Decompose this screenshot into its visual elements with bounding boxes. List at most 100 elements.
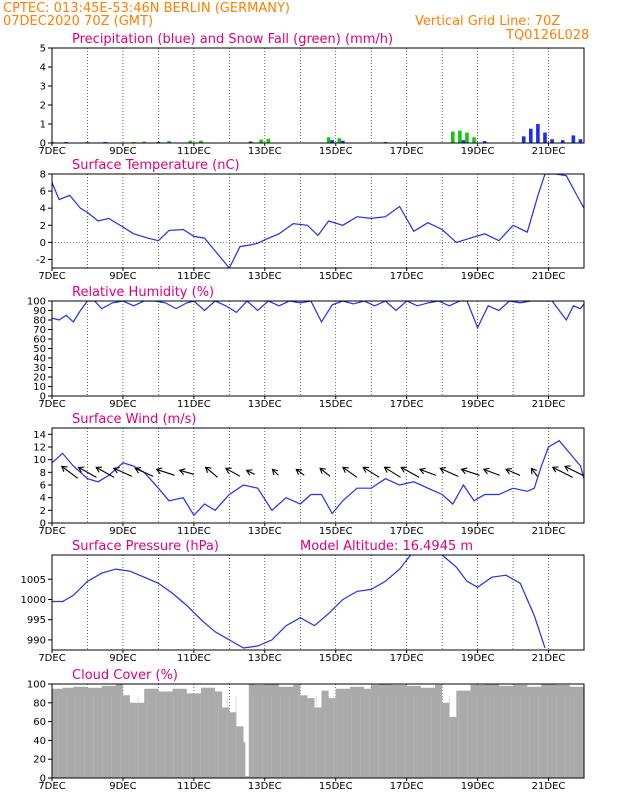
bar-snow-fall	[337, 138, 342, 143]
bar-precipitation	[521, 136, 526, 143]
x-tick-label: 11DEC	[177, 526, 211, 537]
x-tick-label: 7DEC	[38, 526, 65, 537]
wind-arrow-head	[271, 468, 279, 476]
x-tick-label: 13DEC	[248, 271, 282, 282]
x-tick-label: 19DEC	[461, 146, 495, 157]
x-tick-label: 15DEC	[319, 526, 353, 537]
wind-arrow	[61, 465, 79, 479]
x-tick-label: 19DEC	[461, 653, 495, 664]
header: CPTEC: 013:45E-53:46N BERLIN (GERMANY) 0…	[3, 1, 589, 43]
wind-arrow-head	[551, 466, 559, 473]
panels: Precipitation (blue) and Snow Fall (gree…	[21, 32, 585, 792]
bar-precipitation	[461, 140, 466, 143]
wind-arrow	[179, 469, 194, 475]
x-tick-label: 11DEC	[177, 781, 211, 792]
wind-arrow	[461, 468, 480, 476]
y-tick-label: 90	[33, 306, 46, 317]
x-tick-label: 21DEC	[532, 399, 566, 410]
bar-precipitation	[543, 132, 547, 143]
series-line-pres	[52, 555, 546, 649]
x-tick-label: 17DEC	[390, 653, 424, 664]
y-tick-label: 10	[33, 382, 46, 393]
y-tick-label: 100	[27, 297, 46, 308]
bar-snow-fall	[167, 141, 171, 143]
bar-precipitation	[529, 128, 533, 143]
wind-arrow-head	[362, 466, 370, 473]
y-tick-label: 1000	[21, 595, 46, 606]
y-tick-label: 60	[33, 717, 46, 728]
y-tick-label: 30	[33, 363, 46, 374]
panel-title-rh: Relative Humidity (%)	[72, 285, 214, 300]
wind-arrow-head	[204, 466, 212, 474]
wind-arrow	[530, 468, 538, 477]
panel-rh: Relative Humidity (%) 0102030405060708090…	[27, 285, 585, 410]
wind-arrow-head	[400, 466, 408, 473]
wind-arrow	[156, 468, 175, 476]
panel-frame-precip	[51, 47, 585, 144]
y-tick-label: -2	[36, 255, 46, 266]
y-tick-label: 6	[40, 187, 46, 198]
x-tick-label: 9DEC	[109, 271, 136, 282]
wind-arrow-head	[134, 467, 142, 474]
series-line-temp	[52, 174, 584, 268]
header-location: CPTEC: 013:45E-53:46N BERLIN (GERMANY)	[3, 1, 290, 16]
panel-title-precip: Precipitation (blue) and Snow Fall (gree…	[72, 32, 393, 47]
x-tick-label: 11DEC	[177, 399, 211, 410]
x-tick-label: 17DEC	[390, 399, 424, 410]
wind-arrow-head	[295, 468, 303, 475]
bar-precipitation	[482, 141, 487, 143]
panel-title-pres: Surface Pressure (hPa)	[72, 539, 219, 554]
x-tick-label: 11DEC	[177, 653, 211, 664]
x-tick-label: 13DEC	[248, 399, 282, 410]
y-tick-label: 8	[40, 468, 46, 479]
wind-arrow	[564, 465, 584, 477]
y-tick-label: 2	[40, 506, 46, 517]
x-tick-label: 13DEC	[248, 653, 282, 664]
panel-frame-pres	[51, 554, 585, 651]
wind-arrow-head	[530, 467, 537, 475]
y-tick-label: 100	[27, 680, 46, 691]
x-tick-label: 13DEC	[248, 526, 282, 537]
x-tick-label: 15DEC	[319, 271, 353, 282]
header-grid-line-note: Vertical Grid Line: 70Z	[415, 14, 560, 29]
wind-arrow	[113, 467, 133, 477]
x-tick-label: 19DEC	[461, 526, 495, 537]
header-model-id: TQ0126L028	[505, 28, 589, 43]
cloud-cover-area	[52, 684, 584, 778]
y-tick-label: 995	[27, 615, 46, 626]
wind-arrow	[205, 466, 218, 478]
wind-arrow	[272, 468, 279, 476]
bar-precipitation	[550, 139, 554, 143]
x-tick-label: 19DEC	[461, 781, 495, 792]
y-tick-label: 990	[27, 635, 46, 646]
x-tick-label: 15DEC	[319, 653, 353, 664]
wind-arrow-head	[245, 469, 253, 476]
y-tick-label: 8	[40, 170, 46, 181]
bar-snow-fall	[259, 139, 264, 143]
wind-arrow-head	[224, 467, 232, 474]
wind-arrow-head	[460, 467, 468, 475]
y-tick-label: 6	[40, 481, 46, 492]
panel-cloud-plot	[52, 684, 584, 778]
bar-snow-fall	[458, 130, 462, 143]
wind-arrow	[295, 468, 305, 476]
x-tick-label: 9DEC	[109, 653, 136, 664]
bar-snow-fall	[472, 137, 476, 143]
wind-arrow-head	[383, 466, 391, 473]
wind-arrow	[400, 466, 420, 478]
x-tick-label: 13DEC	[248, 781, 282, 792]
bar-snow-fall	[450, 131, 455, 143]
x-tick-label: 17DEC	[390, 781, 424, 792]
x-tick-label: 13DEC	[248, 146, 282, 157]
panel-title-cloud: Cloud Cover (%)	[72, 668, 178, 683]
wind-arrow	[440, 467, 459, 477]
x-tick-label: 7DEC	[38, 146, 65, 157]
wind-arrow-head	[342, 466, 349, 473]
wind-arrow	[246, 469, 255, 475]
wind-arrow	[319, 467, 331, 477]
x-tick-label: 11DEC	[177, 271, 211, 282]
panel-precip-plot	[52, 124, 583, 143]
panel-pres-plot	[52, 555, 546, 649]
y-tick-label: 0	[40, 774, 46, 785]
